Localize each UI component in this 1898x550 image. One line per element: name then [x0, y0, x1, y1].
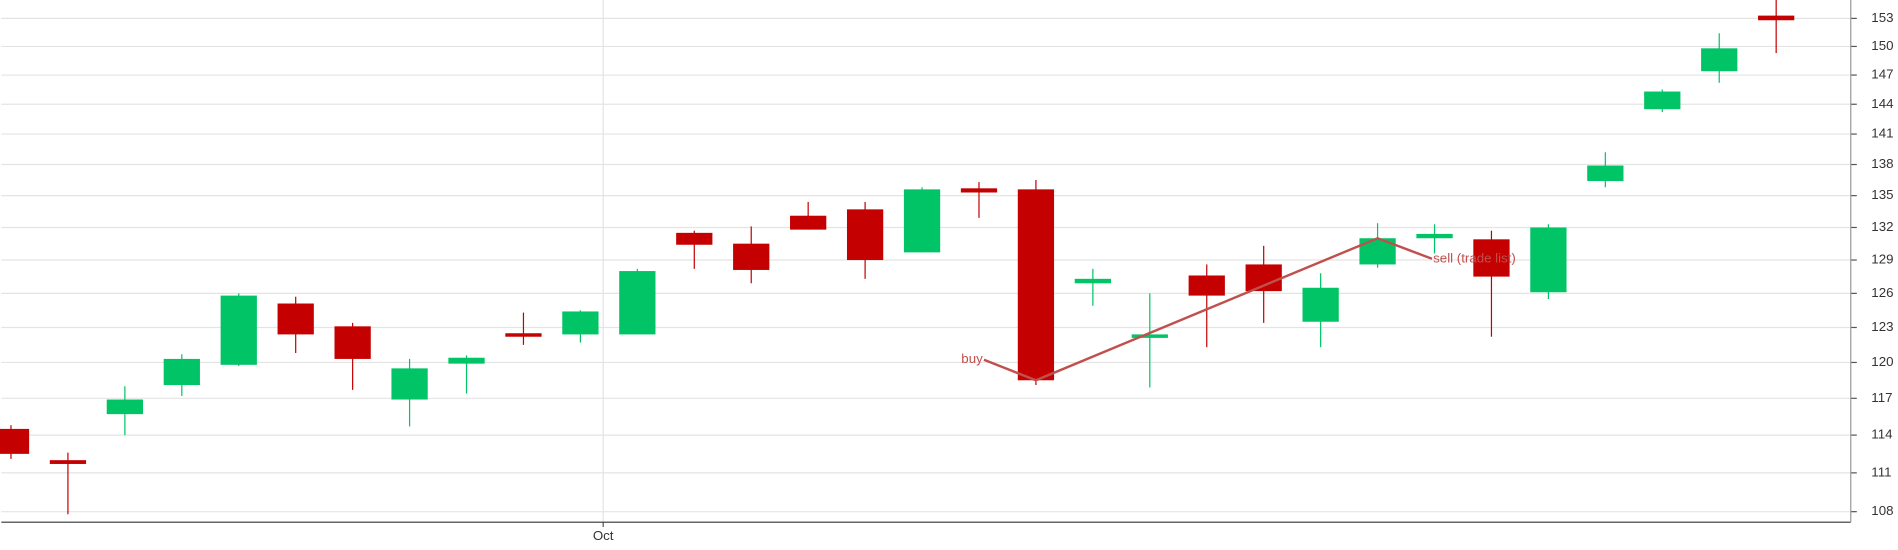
x-tick-label: Oct [593, 528, 614, 543]
candle-body [1074, 278, 1112, 284]
candle-body [1302, 287, 1339, 322]
y-tick-label: 150 [1871, 38, 1893, 53]
candle-body [1131, 334, 1168, 338]
candle-body [619, 271, 656, 335]
trade-label: sell (trade list) [1433, 250, 1516, 265]
candle-body [903, 189, 941, 253]
y-tick-label: 147 [1871, 67, 1893, 82]
y-tick-label: 120 [1871, 354, 1893, 369]
candle-body [220, 295, 257, 365]
y-tick-label: 126 [1871, 285, 1893, 300]
y-tick-label: 135 [1871, 187, 1893, 202]
candle-body [846, 209, 884, 261]
candle-body [1416, 233, 1453, 239]
candle-body [1188, 275, 1225, 296]
candle-body [505, 333, 542, 337]
y-tick-label: 108 [1871, 503, 1893, 518]
y-tick-label: 144 [1871, 96, 1893, 111]
candle-body [391, 368, 428, 400]
y-tick-label: 123 [1871, 319, 1893, 334]
candle-body [0, 428, 30, 454]
y-tick-label: 132 [1871, 219, 1893, 234]
candle-body [1530, 227, 1567, 293]
candle-body [277, 303, 314, 335]
y-tick-label: 138 [1871, 156, 1893, 171]
y-tick-label: 114 [1871, 427, 1892, 442]
y-tick-label: 111 [1871, 464, 1891, 479]
candle-body [1473, 239, 1510, 277]
candle-body [676, 232, 713, 245]
candle-body [1017, 189, 1055, 381]
candle-body [1644, 91, 1681, 110]
candle-body [106, 399, 144, 415]
candle-body [49, 460, 87, 464]
candle-body [790, 215, 827, 230]
y-tick-label: 117 [1871, 390, 1892, 405]
y-tick-label: 129 [1871, 252, 1893, 267]
candle-body [334, 326, 371, 359]
candle-body [1758, 15, 1795, 21]
y-tick-label: 153 [1871, 10, 1893, 25]
candle-body [562, 311, 599, 335]
candle-body [960, 188, 998, 193]
candle-body [448, 357, 485, 364]
trade-line [983, 236, 1433, 382]
candle-body [1701, 48, 1738, 72]
candle-body [1245, 264, 1282, 292]
y-tick-label: 141 [1871, 126, 1893, 141]
candle-body [1587, 165, 1624, 182]
candle-body [733, 243, 770, 270]
candle-body [163, 358, 200, 386]
trade-label: buy [961, 351, 983, 366]
